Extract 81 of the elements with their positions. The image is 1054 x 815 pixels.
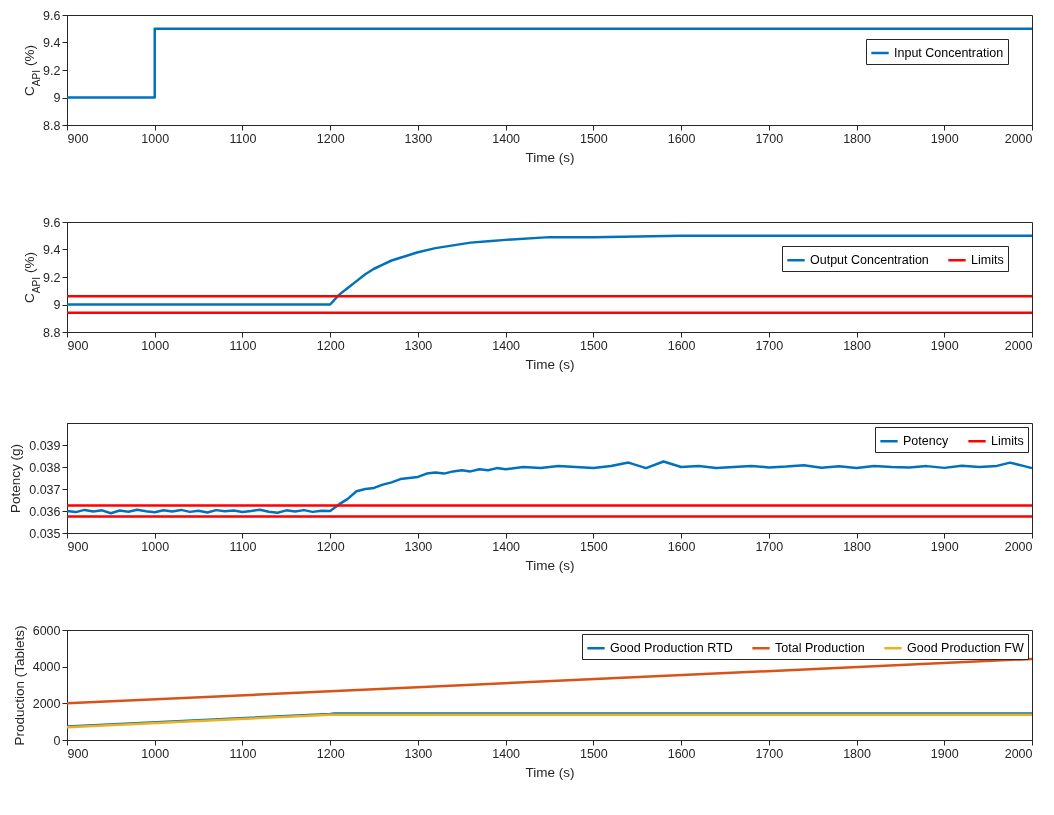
y-tick-label: 9 [53, 91, 61, 105]
x-tick-label: 1800 [843, 539, 871, 554]
x-tick-label: 900 [67, 338, 89, 353]
x-tick-label: 1500 [579, 338, 608, 353]
legend-label: Input Concentration [894, 46, 1004, 60]
y-tick-label: 9.2 [43, 63, 61, 78]
x-tick-label: 1000 [141, 131, 170, 146]
x-tick-label: 2000 [1004, 539, 1033, 554]
x-tick-label: 1900 [930, 338, 959, 353]
x-tick-label: 1600 [667, 539, 696, 554]
legend-label: Good Production RTD [610, 641, 733, 656]
x-tick-label: 1900 [930, 539, 959, 554]
legend-label: Output Concentration [810, 253, 929, 268]
legend-label: Total Production [775, 641, 865, 656]
x-tick-label: 2000 [1004, 131, 1033, 146]
legend-label: Limits [971, 253, 1004, 268]
x-tick-label: 1300 [404, 338, 433, 353]
y-tick-label: 2000 [32, 696, 61, 711]
x-tick-label: 1100 [229, 539, 257, 554]
x-tick-label: 900 [67, 746, 89, 761]
x-tick-label: 1400 [492, 746, 521, 761]
x-tick-label: 1400 [492, 131, 521, 146]
x-tick-label: 1200 [316, 338, 345, 353]
x-tick-label: 1400 [492, 539, 521, 554]
x-tick-label: 1000 [141, 539, 170, 554]
x-tick-label: 1000 [141, 746, 170, 761]
y-tick-label: 9.6 [43, 8, 61, 23]
x-tick-label: 1600 [667, 746, 696, 761]
legend-label: Good Production FW [907, 641, 1024, 656]
x-tick-label: 1600 [667, 338, 696, 353]
x-tick-label: 1100 [229, 338, 257, 353]
y-tick-label: 0.039 [29, 438, 61, 453]
y-axis-title: Production (Tablets) [11, 625, 27, 746]
x-tick-label: 1400 [492, 338, 521, 353]
x-tick-label: 1700 [755, 338, 784, 353]
x-tick-label: 1700 [755, 539, 784, 554]
x-axis-title: Time (s) [525, 558, 575, 573]
y-tick-label: 9.4 [43, 243, 61, 257]
x-tick-label: 900 [67, 539, 89, 554]
y-tick-label: 9 [53, 298, 61, 312]
x-axis-title: Time (s) [525, 150, 575, 165]
x-axis-title: Time (s) [525, 765, 575, 780]
x-tick-label: 1800 [843, 746, 871, 761]
y-tick-label: 9.2 [43, 270, 61, 285]
x-tick-label: 1900 [930, 131, 959, 146]
x-tick-label: 1800 [843, 338, 871, 353]
x-tick-label: 1300 [404, 131, 433, 146]
x-tick-label: 1300 [404, 746, 433, 761]
y-tick-label: 0.038 [29, 460, 61, 475]
x-tick-label: 1100 [229, 746, 257, 761]
legend-label: Limits [991, 434, 1024, 449]
x-tick-label: 1000 [141, 338, 170, 353]
x-tick-label: 1500 [579, 746, 608, 761]
x-tick-label: 1600 [667, 131, 696, 146]
x-tick-label: 2000 [1004, 746, 1033, 761]
y-tick-label: 0.036 [29, 504, 61, 519]
x-axis-title: Time (s) [525, 357, 575, 372]
x-tick-label: 1900 [930, 746, 959, 761]
y-tick-label: 0.037 [29, 482, 61, 497]
y-tick-label: 6000 [32, 623, 61, 638]
x-tick-label: 1700 [755, 131, 784, 146]
y-tick-label: 8.8 [43, 118, 61, 133]
y-axis-title: Potency (g) [8, 443, 24, 514]
y-tick-label: 0 [53, 733, 61, 748]
legend-label: Potency [903, 434, 949, 449]
x-tick-label: 1200 [316, 746, 345, 761]
x-tick-label: 1300 [404, 539, 433, 554]
y-tick-label: 9.6 [43, 215, 61, 230]
x-tick-label: 1500 [579, 539, 608, 554]
x-tick-label: 1200 [316, 539, 345, 554]
x-tick-label: 1800 [843, 131, 871, 146]
y-tick-label: 9.4 [43, 36, 61, 50]
y-tick-label: 4000 [32, 660, 61, 675]
x-tick-label: 1500 [579, 131, 608, 146]
x-tick-label: 2000 [1004, 338, 1033, 353]
x-tick-label: 1700 [755, 746, 784, 761]
y-tick-label: 8.8 [43, 325, 61, 340]
y-tick-label: 0.035 [29, 526, 61, 541]
x-tick-label: 1200 [316, 131, 345, 146]
x-tick-label: 900 [67, 131, 89, 146]
x-tick-label: 1100 [229, 131, 257, 146]
